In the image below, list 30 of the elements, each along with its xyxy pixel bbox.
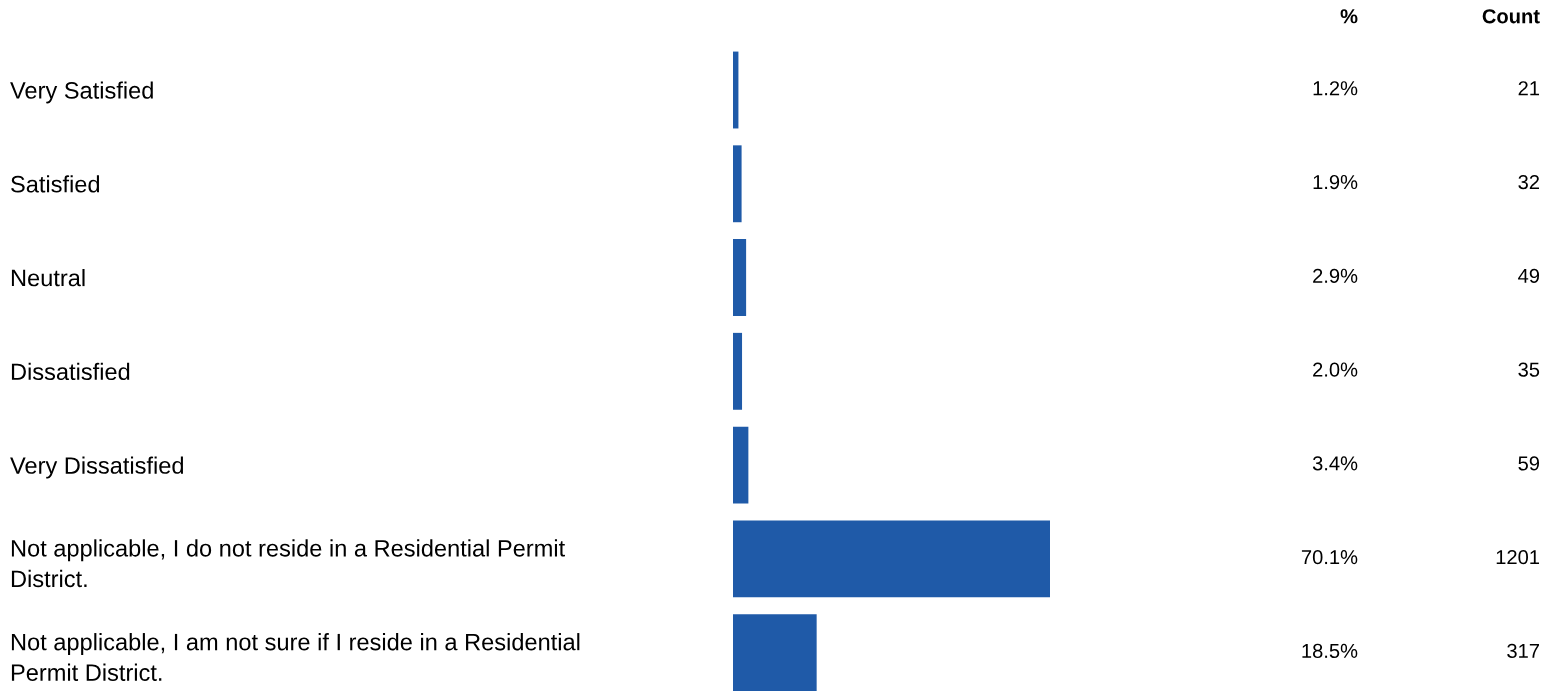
- data-label: 3.4%: [1312, 456, 1358, 471]
- bar: [733, 51, 739, 129]
- y-tick-label: Satisfied: [11, 175, 100, 193]
- y-tick-label: Very Dissatisfied: [10, 456, 184, 479]
- data-label: 2.9%: [1313, 268, 1358, 283]
- bar: [733, 520, 1050, 598]
- y-tick-label: Very Satisfied: [10, 81, 153, 104]
- data-label: 1.2%: [1313, 81, 1358, 96]
- text: %: [1340, 9, 1358, 24]
- data-label: 317: [1507, 643, 1539, 659]
- data-label: 35: [1518, 362, 1540, 377]
- text: Count: [1482, 9, 1540, 24]
- data-label: 1201: [1496, 550, 1540, 565]
- data-label: 32: [1518, 174, 1539, 190]
- bar: [733, 614, 817, 692]
- bar: [733, 426, 749, 504]
- data-label: 49: [1518, 268, 1540, 283]
- bar: [733, 145, 742, 223]
- data-label: 1.9%: [1313, 174, 1358, 190]
- bar: [733, 332, 743, 410]
- bar: [733, 239, 747, 316]
- y-tick-label: Not applicable, I am not sure if I reside in a Residential Permit District.: [11, 633, 580, 681]
- y-tick-label: Dissatisfied: [11, 362, 130, 381]
- y-tick-label: Not applicable, I do not reside in a Residential Permit District.: [11, 539, 565, 588]
- data-label: 21: [1518, 81, 1540, 96]
- data-label: 59: [1518, 456, 1540, 471]
- y-tick-label: Neutral: [11, 268, 85, 287]
- data-label: 18.5%: [1302, 643, 1358, 659]
- data-label: 2.0%: [1313, 362, 1358, 377]
- data-label: 70.1%: [1301, 550, 1358, 565]
